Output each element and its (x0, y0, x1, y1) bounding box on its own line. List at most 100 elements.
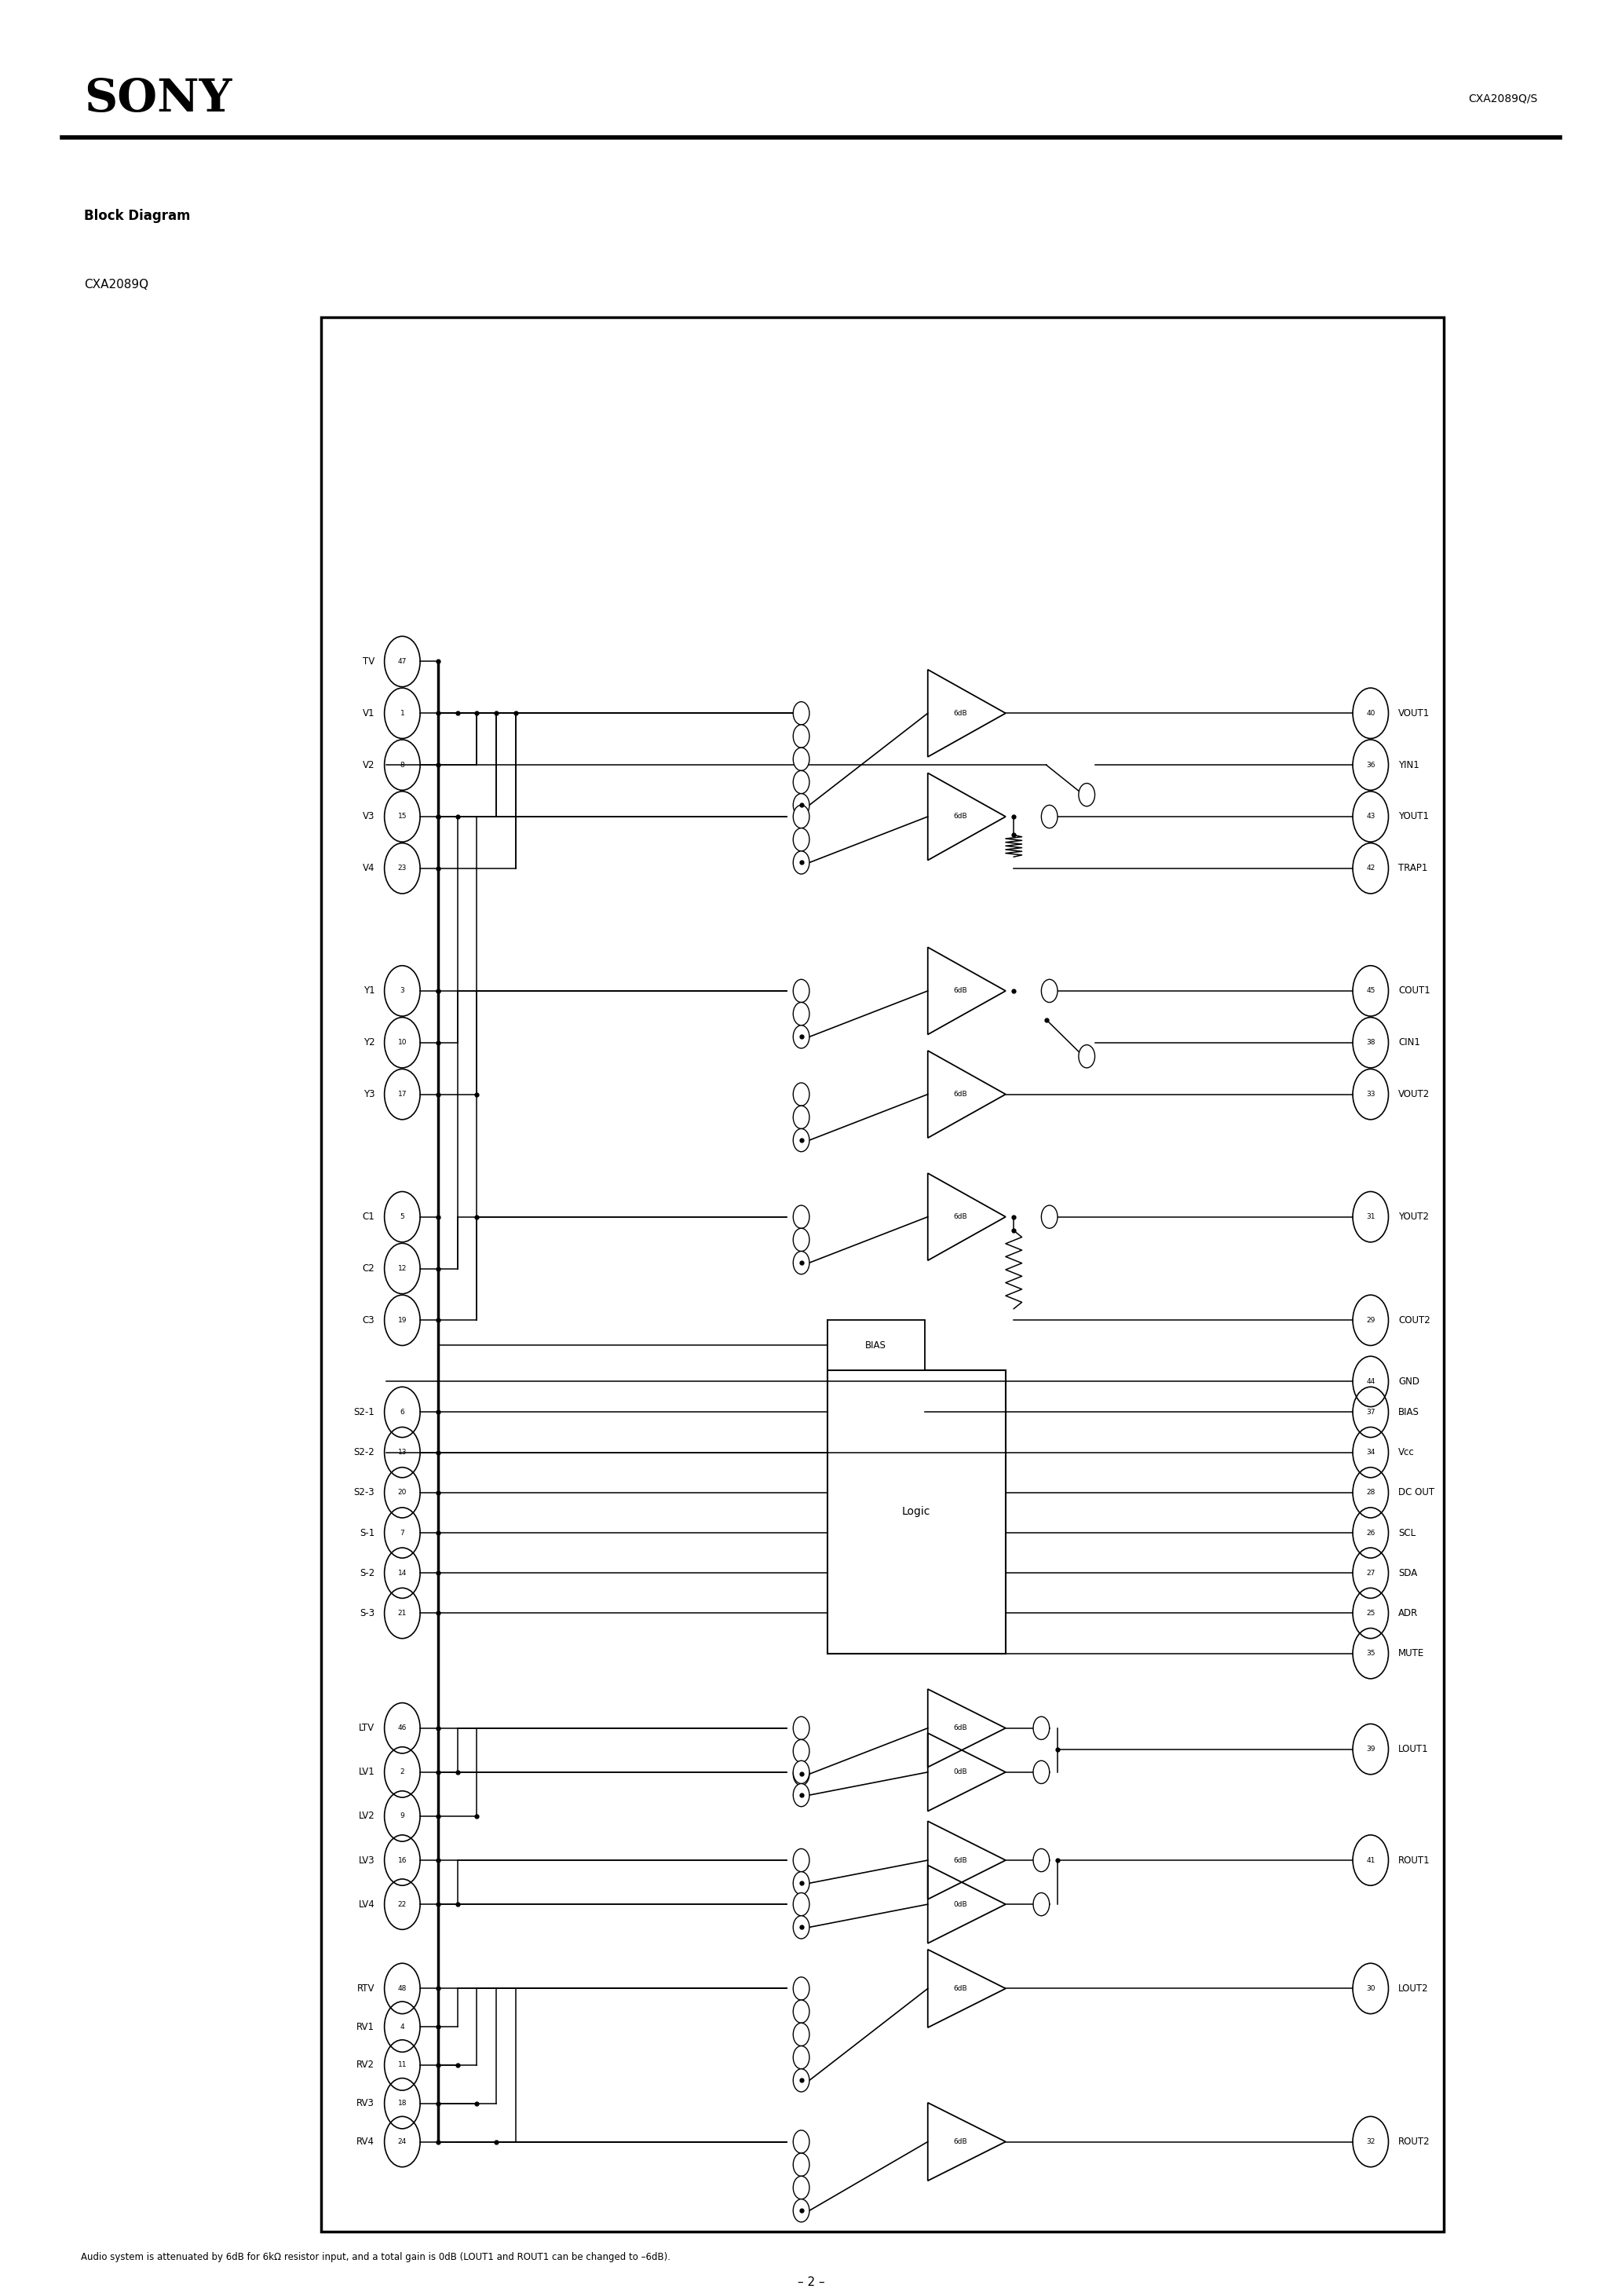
Text: MUTE: MUTE (1398, 1649, 1424, 1658)
Text: 42: 42 (1366, 866, 1375, 872)
Text: ROUT2: ROUT2 (1398, 2138, 1431, 2147)
Text: 44: 44 (1366, 1378, 1375, 1384)
Text: 29: 29 (1366, 1316, 1375, 1325)
Text: SDA: SDA (1398, 1568, 1418, 1577)
Text: CXA2089Q: CXA2089Q (84, 278, 149, 292)
Text: 15: 15 (397, 813, 407, 820)
Text: 20: 20 (397, 1490, 407, 1497)
Text: 43: 43 (1366, 813, 1375, 820)
Text: 35: 35 (1366, 1651, 1375, 1658)
Text: DC OUT: DC OUT (1398, 1488, 1434, 1497)
Circle shape (1033, 1717, 1049, 1740)
Text: 48: 48 (397, 1986, 407, 1993)
Text: RV2: RV2 (357, 2060, 375, 2071)
Text: 6dB: 6dB (954, 1986, 967, 1993)
Text: 40: 40 (1366, 709, 1375, 716)
Text: LOUT1: LOUT1 (1398, 1745, 1429, 1754)
Text: S2-3: S2-3 (354, 1488, 375, 1497)
Circle shape (793, 1761, 809, 1784)
Text: CXA2089Q/S: CXA2089Q/S (1468, 94, 1538, 103)
Circle shape (793, 2069, 809, 2092)
Circle shape (793, 2000, 809, 2023)
Circle shape (793, 1026, 809, 1049)
Circle shape (793, 771, 809, 794)
Circle shape (793, 829, 809, 852)
Text: 6dB: 6dB (954, 1724, 967, 1731)
Text: SONY: SONY (84, 76, 232, 122)
Text: Audio system is attenuated by 6dB for 6kΩ resistor input, and a total gain is 0d: Audio system is attenuated by 6dB for 6k… (81, 2252, 672, 2262)
Bar (827, 1320, 925, 1371)
Circle shape (793, 1977, 809, 2000)
Text: LTV: LTV (358, 1722, 375, 1733)
Text: S2-2: S2-2 (354, 1446, 375, 1458)
Text: 14: 14 (397, 1570, 407, 1577)
Text: LV2: LV2 (358, 1812, 375, 1821)
Text: 33: 33 (1366, 1091, 1375, 1097)
Text: 41: 41 (1366, 1857, 1375, 1864)
Text: V4: V4 (362, 863, 375, 872)
Text: Y1: Y1 (363, 985, 375, 996)
Text: 28: 28 (1366, 1490, 1375, 1497)
Text: 13: 13 (397, 1449, 407, 1456)
Circle shape (793, 1205, 809, 1228)
Text: RV1: RV1 (357, 2023, 375, 2032)
Text: S-1: S-1 (360, 1527, 375, 1538)
Text: 9: 9 (401, 1812, 404, 1821)
Bar (321, 317, 1444, 2232)
Circle shape (793, 1763, 809, 1786)
Circle shape (1041, 980, 1058, 1003)
Text: 6dB: 6dB (954, 1091, 967, 1097)
Text: BIAS: BIAS (1398, 1407, 1419, 1417)
Text: 6dB: 6dB (954, 2138, 967, 2144)
Text: 38: 38 (1366, 1040, 1375, 1047)
Text: Y2: Y2 (363, 1038, 375, 1047)
Text: 26: 26 (1366, 1529, 1375, 1536)
Circle shape (793, 748, 809, 771)
Circle shape (793, 794, 809, 817)
Text: 3: 3 (401, 987, 404, 994)
Text: 32: 32 (1366, 2138, 1375, 2144)
Text: 0dB: 0dB (954, 1901, 967, 1908)
Text: TRAP1: TRAP1 (1398, 863, 1427, 872)
Text: 5: 5 (401, 1212, 404, 1221)
Text: 19: 19 (397, 1316, 407, 1325)
Text: S-3: S-3 (360, 1607, 375, 1619)
Text: 45: 45 (1366, 987, 1375, 994)
Circle shape (793, 1003, 809, 1026)
Circle shape (793, 1892, 809, 1915)
Text: 0dB: 0dB (954, 1768, 967, 1775)
Text: YOUT1: YOUT1 (1398, 810, 1429, 822)
Text: 21: 21 (397, 1609, 407, 1616)
Text: COUT2: COUT2 (1398, 1316, 1431, 1325)
Text: 18: 18 (397, 2101, 407, 2108)
Circle shape (793, 1107, 809, 1130)
Text: LV1: LV1 (358, 1768, 375, 1777)
Text: 4: 4 (401, 2023, 404, 2030)
Text: ADR: ADR (1398, 1607, 1418, 1619)
Text: V3: V3 (363, 810, 375, 822)
Text: ROUT1: ROUT1 (1398, 1855, 1431, 1864)
Circle shape (793, 980, 809, 1003)
Text: 6dB: 6dB (954, 813, 967, 820)
Circle shape (1079, 1045, 1095, 1068)
Circle shape (793, 2046, 809, 2069)
Circle shape (793, 2023, 809, 2046)
Circle shape (793, 2131, 809, 2154)
Text: 16: 16 (397, 1857, 407, 1864)
Text: 6dB: 6dB (954, 987, 967, 994)
Circle shape (793, 1740, 809, 1763)
Circle shape (793, 1848, 809, 1871)
Text: 1: 1 (401, 709, 404, 716)
Text: 7: 7 (401, 1529, 404, 1536)
Text: YOUT2: YOUT2 (1398, 1212, 1429, 1221)
Text: 6dB: 6dB (954, 1857, 967, 1864)
Text: GND: GND (1398, 1375, 1419, 1387)
Text: S-2: S-2 (360, 1568, 375, 1577)
Text: 6dB: 6dB (954, 709, 967, 716)
Text: 47: 47 (397, 659, 407, 666)
Text: COUT1: COUT1 (1398, 985, 1431, 996)
Circle shape (793, 852, 809, 875)
Circle shape (793, 2154, 809, 2177)
Text: 31: 31 (1366, 1212, 1375, 1221)
Text: 11: 11 (397, 2062, 407, 2069)
